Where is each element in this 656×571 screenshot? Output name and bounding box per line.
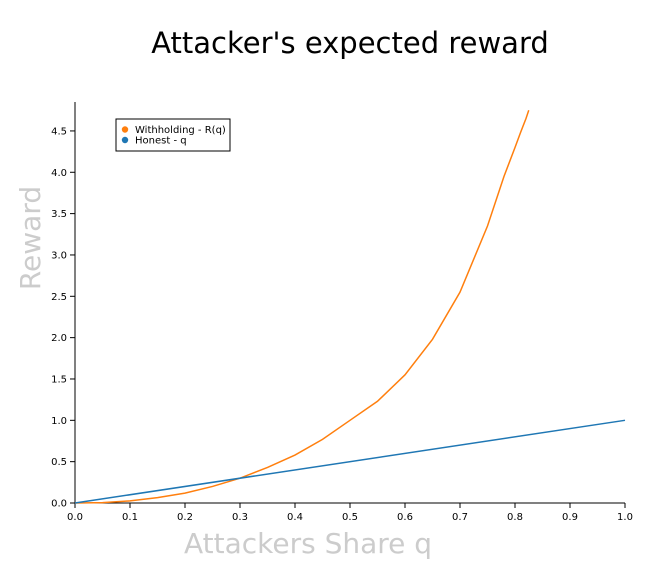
y-tick-label: 4.5: [51, 126, 67, 137]
legend-marker-withholding: [121, 126, 129, 133]
x-tick-label: 0.0: [67, 512, 83, 523]
y-axis-label: Reward: [14, 186, 47, 290]
series-group: [74, 110, 626, 504]
y-tick-label: 3.0: [51, 250, 67, 261]
x-tick-label: 0.8: [507, 512, 523, 523]
x-tick-label: 0.6: [397, 512, 413, 523]
axes: [74, 102, 625, 504]
x-ticks: 0.0 0.1 0.2 0.3 0.4 0.5 0.6 0.7 0.8 0.9 1.0: [67, 503, 633, 523]
x-tick-label: 0.9: [562, 512, 578, 523]
x-tick-label: 0.3: [232, 512, 248, 523]
x-tick-label: 0.4: [287, 512, 303, 523]
series-line-withholding: [74, 110, 530, 504]
y-tick-label: 3.5: [51, 209, 67, 220]
x-tick-label: 0.5: [342, 512, 358, 523]
y-ticks: 0.0 0.5 1.0 1.5 2.0 2.5 3.0 3.5 4.0 4.5: [51, 126, 75, 510]
x-tick-label: 0.2: [177, 512, 193, 523]
y-tick-label: 1.0: [51, 416, 67, 427]
x-tick-label: 0.1: [122, 512, 138, 523]
y-tick-label: 2.0: [51, 333, 67, 344]
x-tick-label: 0.7: [452, 512, 468, 523]
x-tick-label: 1.0: [617, 512, 633, 523]
chart-title: Attacker's expected reward: [151, 26, 549, 60]
legend-label-honest: Honest - q: [135, 136, 187, 147]
y-tick-label: 0.0: [51, 499, 67, 510]
x-axis-label: Attackers Share q: [184, 527, 432, 560]
legend-box: [115, 118, 231, 152]
y-tick-label: 1.5: [51, 374, 67, 385]
legend-label-withholding: Withholding - R(q): [135, 125, 226, 136]
series-line-honest: [74, 419, 626, 504]
legend: Withholding - R(q) Honest - q: [115, 118, 231, 152]
legend-marker-honest: [121, 136, 129, 144]
y-tick-label: 4.0: [51, 168, 67, 179]
y-tick-label: 2.5: [51, 292, 67, 303]
y-tick-label: 0.5: [51, 457, 67, 468]
